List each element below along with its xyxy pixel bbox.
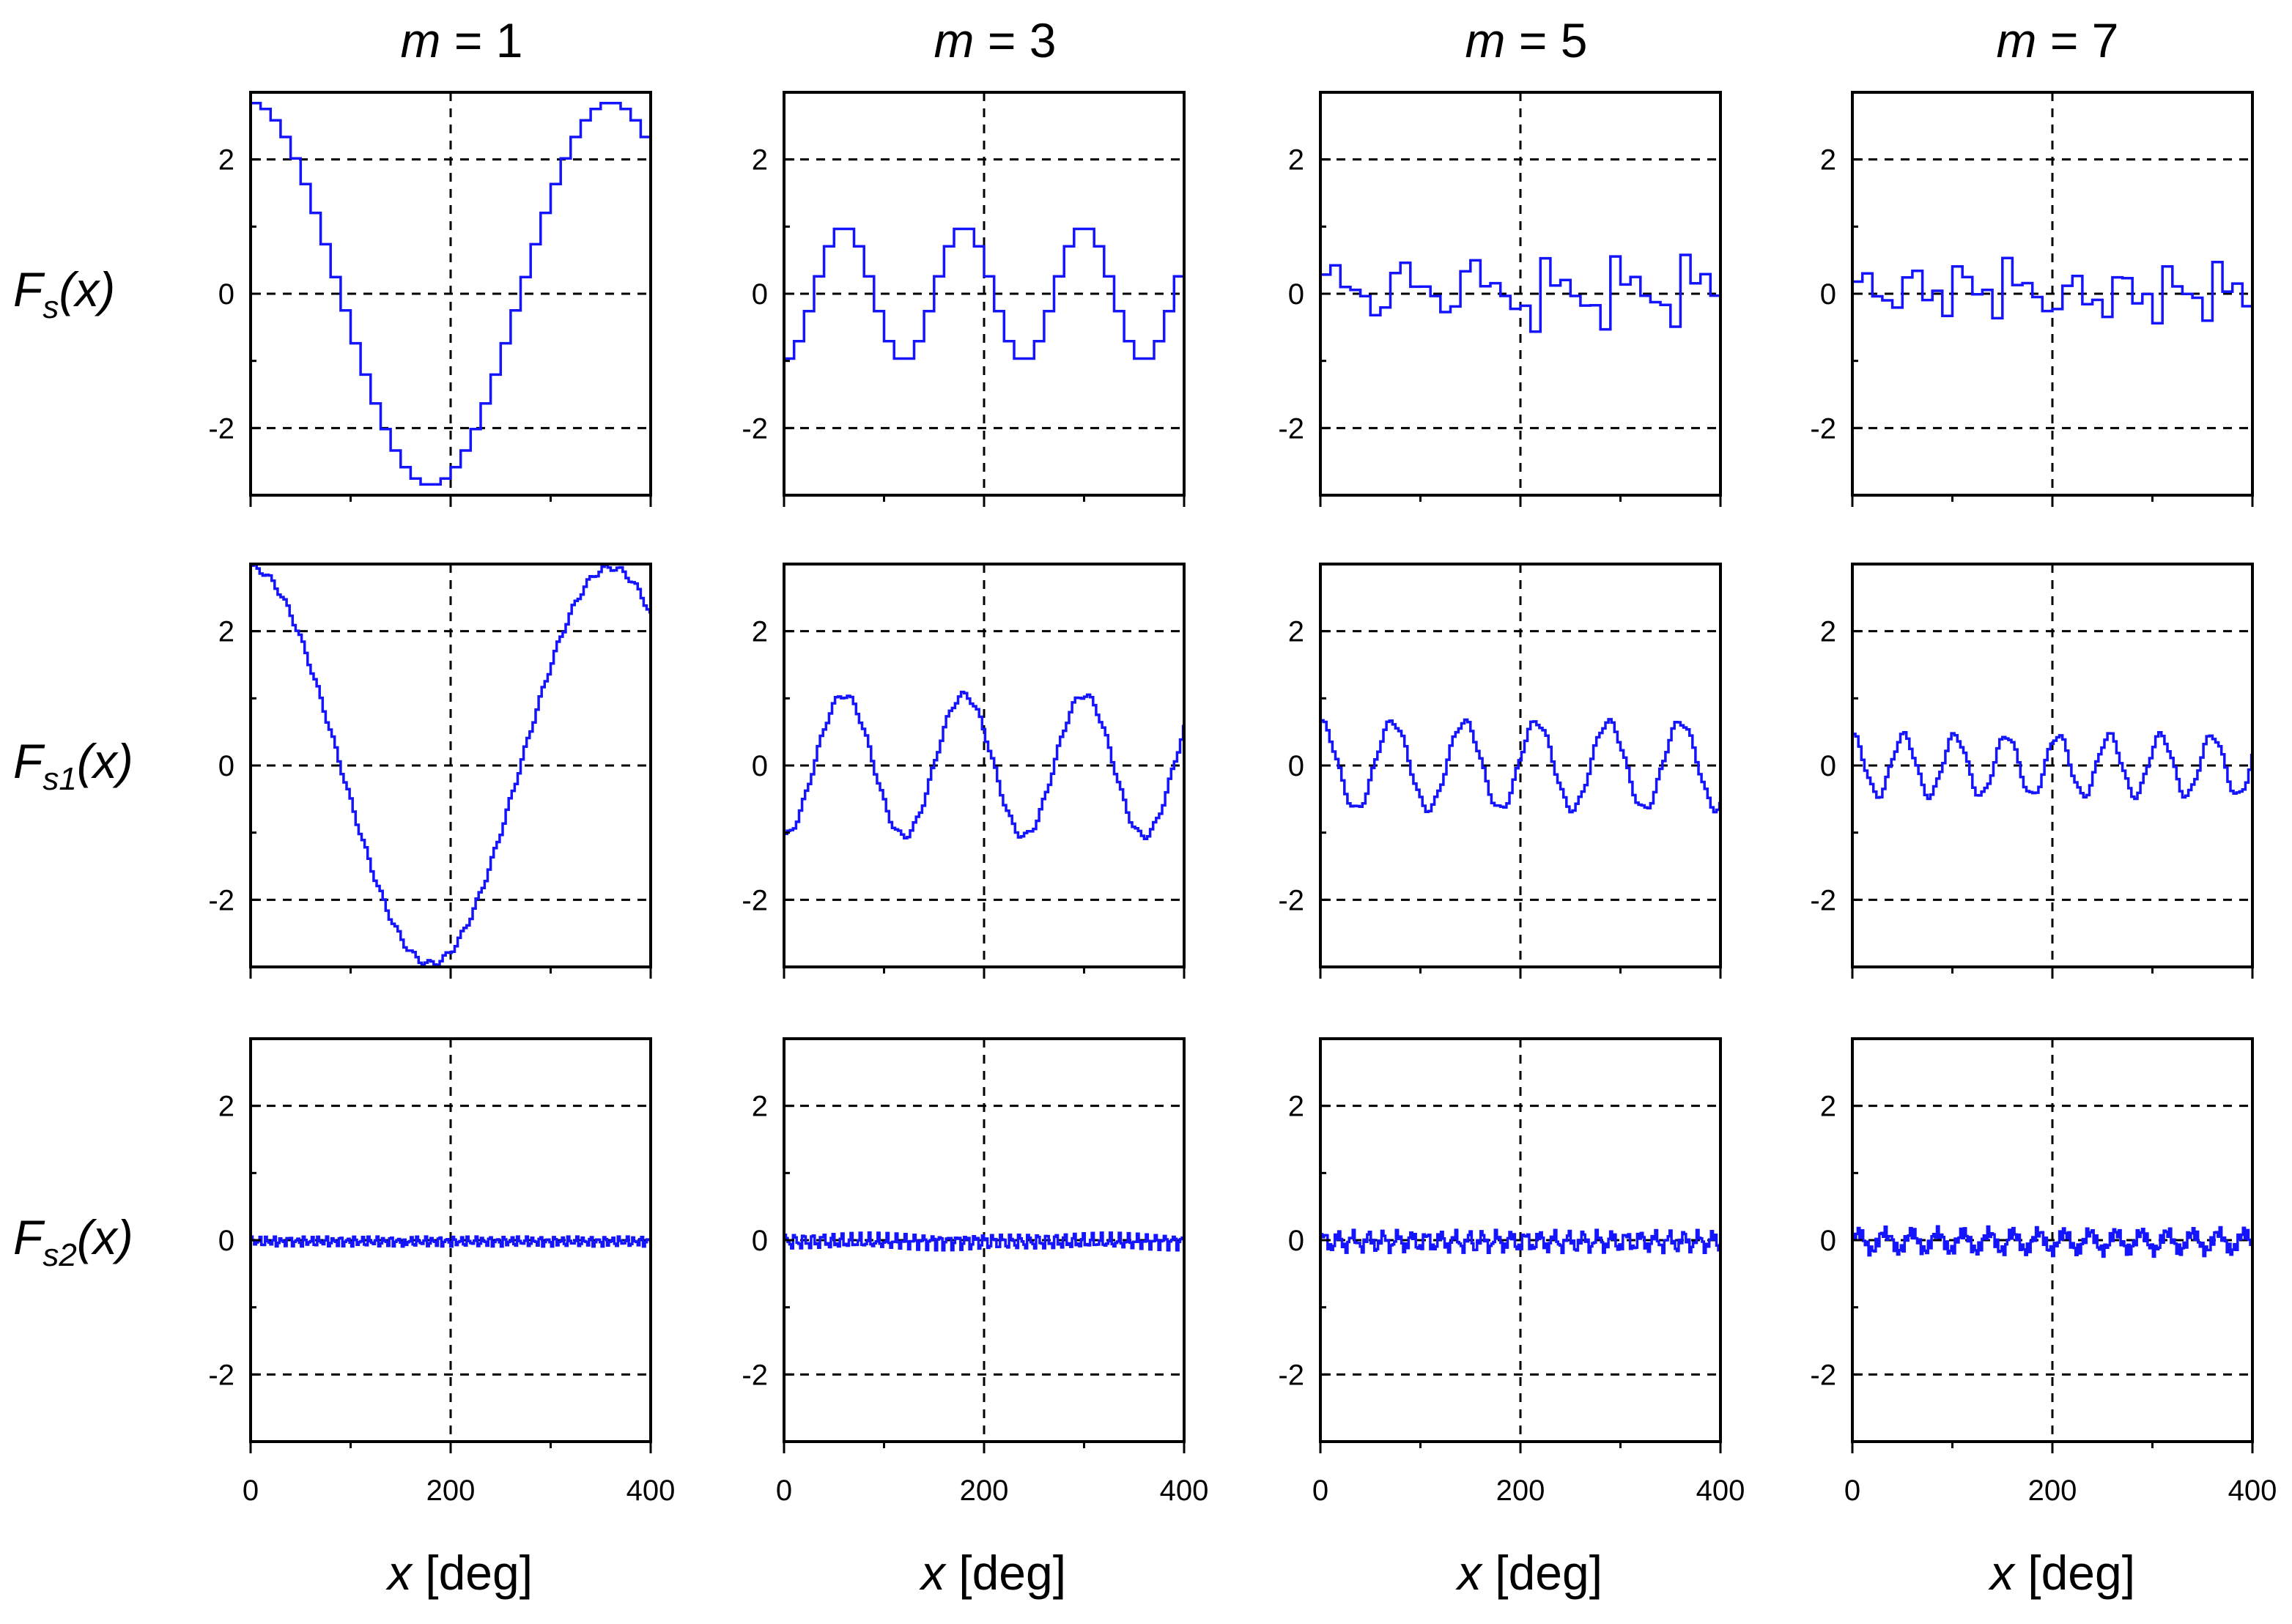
x-tick-label: 400 (1160, 1475, 1209, 1507)
panel-r1-c3: -2 0 2 (1810, 563, 2254, 979)
y-tick-label: 0 (218, 750, 234, 782)
x-tick-label: 200 (426, 1475, 476, 1507)
panel-r1-c1: -2 0 2 (742, 563, 1186, 979)
x-tick-label: 200 (960, 1475, 1009, 1507)
y-tick-label: -2 (742, 412, 768, 445)
series-line (1320, 1228, 1722, 1255)
series-line (1320, 718, 1721, 814)
series-line (1320, 253, 1722, 333)
panel-r2-c0: -2 0 2 0 200 400 (208, 1037, 676, 1507)
y-tick-label: 2 (752, 1091, 768, 1123)
x-tick-label: 0 (776, 1475, 792, 1507)
y-tick-label: 0 (1820, 1225, 1836, 1257)
x-axis-label-col2: x [deg] (919, 1546, 1066, 1600)
y-tick-label: 0 (752, 1225, 768, 1257)
series-line (251, 1235, 652, 1248)
series-line (251, 563, 651, 967)
y-tick-label: 0 (1820, 750, 1836, 782)
y-tick-label: 0 (752, 750, 768, 782)
y-tick-label: -2 (1278, 412, 1304, 445)
panel-r0-c3: -2 0 2 (1810, 91, 2254, 507)
y-tick-label: 0 (752, 278, 768, 311)
y-tick-label: 2 (1820, 616, 1836, 648)
series-line (1852, 730, 2253, 801)
y-tick-label: 2 (218, 616, 234, 648)
col-title-m7: m = 7 (1997, 13, 2119, 67)
x-axis-label-col4: x [deg] (1988, 1546, 2135, 1600)
panel-r2-c3: -2 0 2 0 200 400 (1810, 1037, 2277, 1507)
y-tick-label: 2 (752, 144, 768, 177)
x-tick-label: 0 (1312, 1475, 1328, 1507)
y-tick-label: 0 (1288, 278, 1304, 311)
col-title-m3: m = 3 (934, 13, 1057, 67)
col-title-m1: m = 1 (401, 13, 523, 67)
series-line (1852, 256, 2254, 325)
y-tick-label: 2 (1288, 144, 1304, 177)
panel-r0-c0: -2 0 2 (208, 91, 652, 507)
x-axis-label-col3: x [deg] (1455, 1546, 1602, 1600)
x-tick-label: 0 (243, 1475, 259, 1507)
col-title-m5: m = 5 (1465, 13, 1588, 67)
panel-r1-c0: -2 0 2 (208, 563, 652, 979)
y-tick-label: 0 (218, 278, 234, 311)
row-label-fs: Fs(x) (13, 262, 115, 325)
x-tick-label: 400 (626, 1475, 676, 1507)
series-line (784, 690, 1185, 840)
y-tick-label: 2 (218, 1091, 234, 1123)
x-tick-label: 200 (1496, 1475, 1545, 1507)
row-label-fs2: Fs2(x) (13, 1210, 133, 1273)
y-tick-label: 2 (1820, 144, 1836, 177)
y-tick-label: 0 (1288, 750, 1304, 782)
y-tick-label: 0 (1820, 278, 1836, 311)
y-tick-label: 2 (1288, 1091, 1304, 1123)
panel-r0-c2: -2 0 2 (1278, 91, 1722, 507)
y-tick-label: -2 (1810, 884, 1836, 916)
y-tick-label: 2 (1820, 1091, 1836, 1123)
series-line (251, 101, 652, 486)
panel-r2-c1: -2 0 2 0 200 400 (742, 1037, 1209, 1507)
y-tick-label: -2 (1810, 1359, 1836, 1391)
series-line (1852, 1225, 2254, 1258)
y-tick-label: 2 (218, 144, 234, 177)
x-tick-label: 200 (2028, 1475, 2077, 1507)
panel-r0-c1: -2 0 2 (742, 91, 1186, 507)
series-line (784, 1231, 1186, 1252)
series-line (784, 227, 1186, 360)
y-tick-label: -2 (1278, 884, 1304, 916)
panel-r1-c2: -2 0 2 (1278, 563, 1722, 979)
x-axis-label-col1: x [deg] (385, 1546, 533, 1600)
y-tick-label: -2 (742, 1359, 768, 1391)
y-tick-label: 2 (1288, 616, 1304, 648)
x-tick-label: 400 (1696, 1475, 1745, 1507)
x-tick-label: 0 (1844, 1475, 1860, 1507)
y-tick-label: -2 (742, 884, 768, 916)
panel-r2-c2: -2 0 2 0 200 400 (1278, 1037, 1745, 1507)
y-tick-label: -2 (208, 1359, 234, 1391)
y-tick-label: -2 (208, 412, 234, 445)
x-tick-label: 400 (2228, 1475, 2277, 1507)
y-tick-label: -2 (1810, 412, 1836, 445)
row-label-fs1: Fs1(x) (13, 734, 133, 797)
y-tick-label: -2 (208, 884, 234, 916)
y-tick-label: 0 (218, 1225, 234, 1257)
y-tick-label: 2 (752, 616, 768, 648)
y-tick-label: 0 (1288, 1225, 1304, 1257)
y-tick-label: -2 (1278, 1359, 1304, 1391)
